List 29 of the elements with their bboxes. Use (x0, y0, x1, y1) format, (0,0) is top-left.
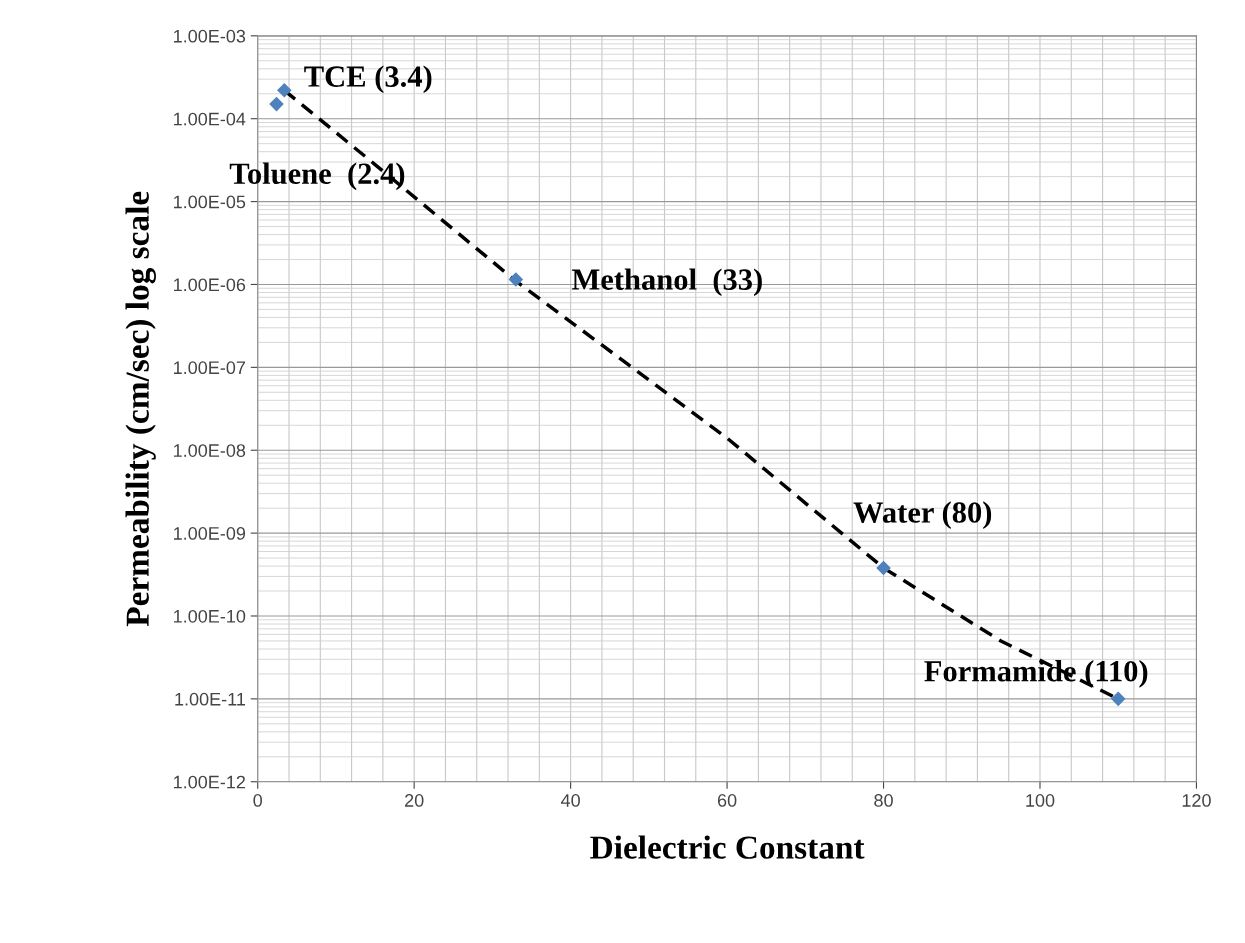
x-tick-label: 100 (1026, 794, 1055, 807)
y-tick-label: 1.00E-08 (174, 444, 246, 457)
x-axis-title: Dielectric Constant (590, 835, 865, 859)
y-tick-label: 1.00E-04 (174, 112, 246, 126)
y-tick-label: 1.00E-12 (174, 775, 246, 789)
x-tick-label: 0 (253, 794, 263, 807)
annotation: Water (80) (853, 501, 992, 530)
y-tick-label: 1.00E-11 (175, 692, 246, 706)
annotation: TCE (3.4) (304, 65, 432, 94)
annotation: Methanol (33) (571, 268, 762, 297)
y-axis-title: Permeability (cm/sec) log scale (125, 191, 156, 627)
point (269, 96, 284, 112)
y-tick-label: 1.00E-09 (174, 527, 246, 540)
y-tick-label: 1.00E-07 (174, 361, 246, 375)
y-tick-label: 1.00E-05 (174, 195, 246, 209)
annotation: Formamide (110) (924, 660, 1148, 688)
point (508, 272, 524, 287)
y-tick-label: 1.00E-06 (174, 278, 246, 292)
annotation: Toluene (2.4) (229, 162, 405, 191)
x-tick-label: 80 (874, 794, 893, 807)
x-tick-label: 60 (717, 794, 737, 807)
point (876, 560, 891, 576)
point (1110, 691, 1126, 707)
x-tick-label: 40 (561, 794, 580, 807)
x-tick-label: 20 (405, 794, 424, 807)
x-tick-label: 120 (1182, 794, 1211, 807)
y-tick-label: 1.00E-03 (174, 29, 246, 43)
point (277, 83, 292, 98)
y-tick-label: 1.00E-10 (174, 609, 246, 623)
